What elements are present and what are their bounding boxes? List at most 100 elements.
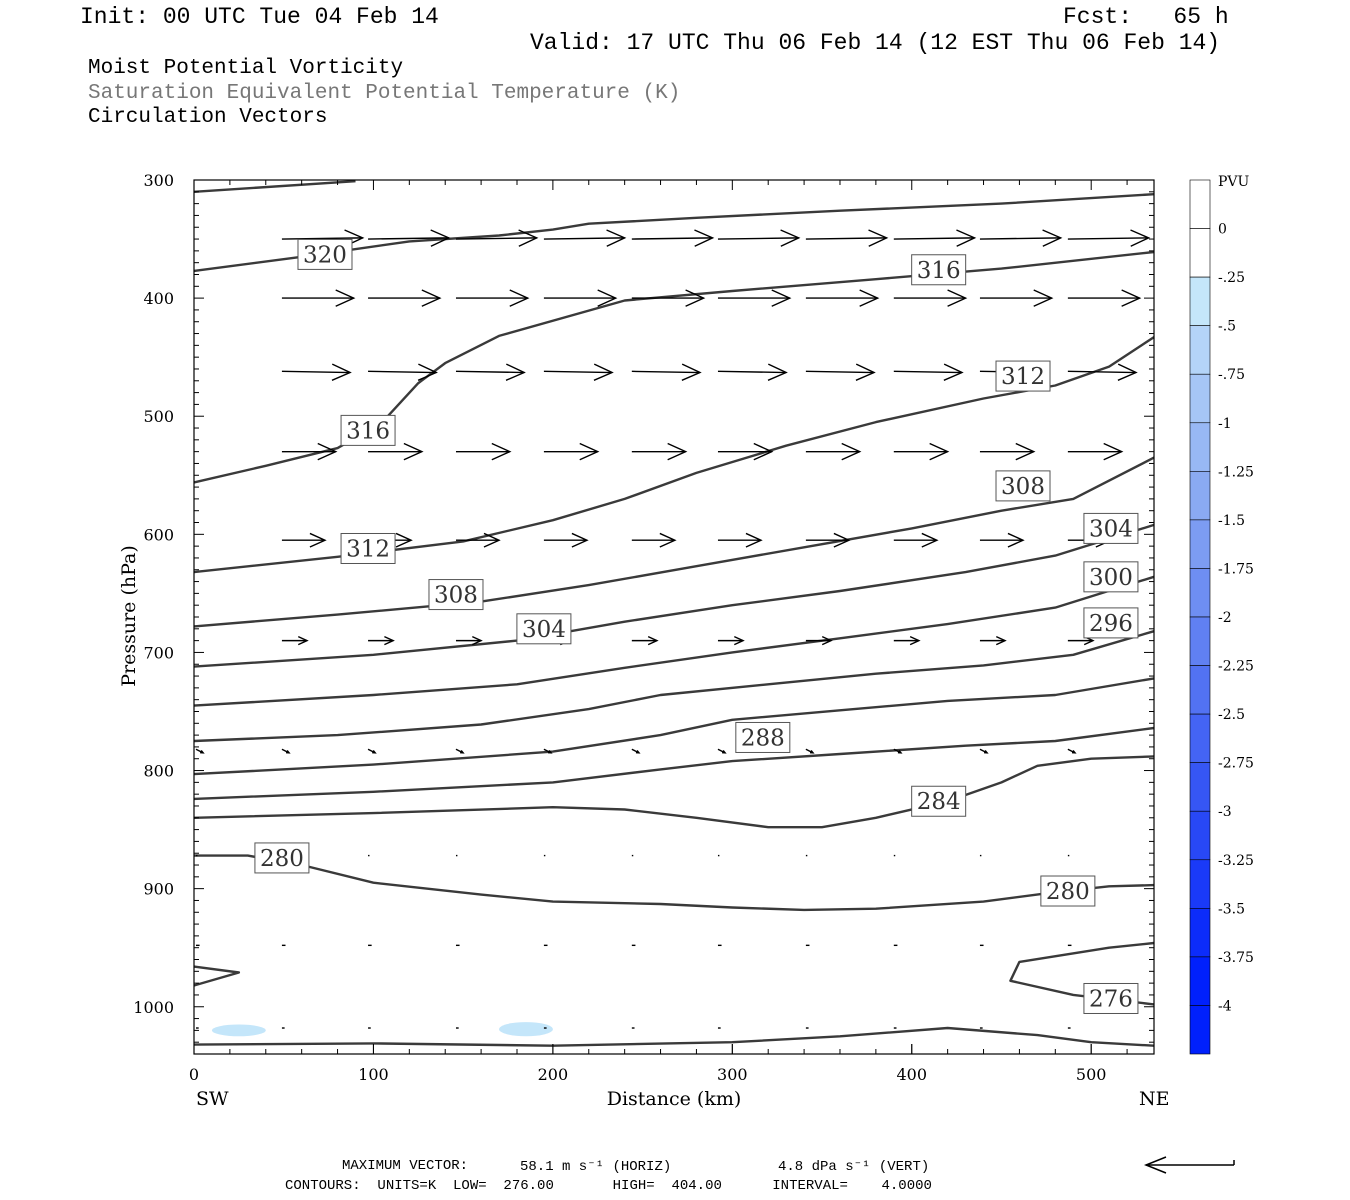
theta-es-contour-284-10 — [193, 755, 1155, 829]
circulation-vector — [631, 442, 688, 461]
circulation-vector — [455, 363, 526, 381]
colorbar-box — [1189, 422, 1211, 472]
contour-label-text: 300 — [1089, 565, 1133, 591]
vector-shaft — [281, 237, 363, 240]
vector-head — [841, 442, 862, 461]
contour-label-316: 316 — [340, 414, 396, 446]
vector-shaft — [893, 237, 975, 240]
y-tick-label: 800 — [143, 762, 174, 781]
y-tick-label: 600 — [143, 525, 174, 544]
vector-head — [767, 363, 788, 381]
vector-head — [571, 532, 589, 548]
circulation-vector — [543, 748, 553, 754]
max-vector-vert: 4.8 dPa s⁻¹ (VERT) — [778, 1159, 930, 1175]
valid-time-label: Valid: 17 UTC Thu 06 Feb 14 (12 EST Thu … — [530, 30, 1221, 56]
vector-shaft — [1067, 237, 1149, 240]
circulation-vector — [631, 363, 702, 381]
colorbar-label: -4 — [1218, 998, 1232, 1014]
circulation-vector — [631, 229, 715, 247]
circulation-vector — [893, 442, 950, 461]
axis-layer: 300 400 500 600 700 800 900 1000 0 100 200 300 400 50… — [133, 171, 1155, 1084]
circulation-vector — [631, 748, 641, 754]
circulation-vector — [979, 229, 1063, 247]
field-title-theta-es: Saturation Equivalent Potential Temperat… — [88, 82, 681, 105]
circulation-vector — [717, 229, 801, 247]
vector-head — [868, 229, 889, 247]
vector-head — [335, 289, 356, 307]
vector-head — [659, 532, 677, 548]
contour-layer — [193, 180, 1155, 1047]
circulation-vector — [368, 363, 438, 381]
contour-label-box — [428, 579, 484, 611]
vector-head — [1103, 442, 1124, 461]
colorbar-box — [1189, 568, 1211, 618]
forecast-hour-label: Fcst: 65 h — [1063, 4, 1229, 30]
contour-label-text: 276 — [1089, 986, 1133, 1012]
colorbar-box — [1189, 616, 1211, 666]
circulation-vector — [281, 532, 327, 548]
vector-head — [722, 750, 727, 754]
contour-label-text: 280 — [1046, 879, 1090, 905]
contour-label-312: 312 — [340, 532, 396, 564]
contour-label-308: 308 — [995, 470, 1051, 502]
contour-label-text: 312 — [346, 536, 390, 562]
vector-head — [1117, 363, 1138, 381]
pv-shading-layer — [211, 1022, 553, 1037]
vector-head — [593, 363, 614, 381]
colorbar-label: 0 — [1218, 222, 1227, 238]
circulation-vector — [893, 532, 939, 548]
colorbar-box — [1189, 471, 1211, 521]
circulation-vector — [893, 363, 964, 381]
circulation-vector — [979, 636, 1007, 646]
colorbar-box — [1189, 325, 1211, 375]
vector-shaft — [368, 370, 437, 374]
vector-head — [1015, 442, 1036, 461]
contour-label-text: 308 — [434, 583, 478, 609]
contour-label-304: 304 — [516, 613, 572, 645]
contour-label-280: 280 — [1040, 875, 1096, 907]
colorbar-label: -3.5 — [1218, 901, 1245, 917]
vector-head — [943, 363, 964, 381]
contour-label-text: 316 — [346, 418, 390, 444]
vector-head — [483, 532, 501, 548]
vector-head — [921, 532, 939, 548]
vector-head — [472, 636, 483, 646]
contour-label-box — [254, 842, 310, 874]
vector-head — [317, 442, 338, 461]
vector-shaft — [631, 237, 713, 240]
circulation-vector — [281, 363, 352, 381]
circulation-vector — [717, 363, 788, 381]
cross-section-chart: 320 316 316 312 312 308 308 304 304 300 296 288 284 2… — [118, 171, 1254, 1110]
vector-shaft — [543, 370, 613, 374]
colorbar-label: -.25 — [1218, 270, 1245, 286]
contour-label-box — [340, 532, 396, 564]
circulation-vector — [455, 289, 530, 307]
circulation-vector — [543, 442, 600, 461]
colorbar-label: -.75 — [1218, 367, 1245, 383]
circulation-vector — [979, 532, 1025, 548]
vector-head — [685, 289, 706, 307]
vector-head — [909, 636, 921, 646]
contour-label-box — [735, 721, 791, 753]
contour-label-box — [911, 785, 967, 817]
theta-es-contour-304-5 — [193, 523, 1155, 668]
vector-head — [667, 442, 688, 461]
vector-shaft — [805, 237, 887, 240]
vector-head — [897, 750, 903, 754]
colorbar: PVU 0 -.25 -.5 -.75 -1 -1.25 -1.5 -1.75 -2 -2.25 -2… — [1189, 174, 1254, 1055]
vector-head — [771, 289, 792, 307]
vector-layer — [195, 229, 1151, 1029]
colorbar-label: -3 — [1218, 804, 1232, 820]
init-time-label: Init: 00 UTC Tue 04 Feb 14 — [80, 4, 439, 30]
circulation-vector — [543, 229, 627, 247]
colorbar-box — [1189, 859, 1211, 909]
vector-shaft — [805, 370, 875, 374]
colorbar-label: -2.25 — [1218, 659, 1254, 675]
colorbar-label: -2.5 — [1218, 707, 1245, 723]
colorbar-label: -2 — [1218, 610, 1232, 626]
vector-head — [606, 229, 627, 247]
contour-label-box — [297, 238, 353, 270]
colorbar-box — [1189, 373, 1211, 424]
vector-head — [430, 229, 451, 247]
circulation-vector — [805, 636, 833, 646]
